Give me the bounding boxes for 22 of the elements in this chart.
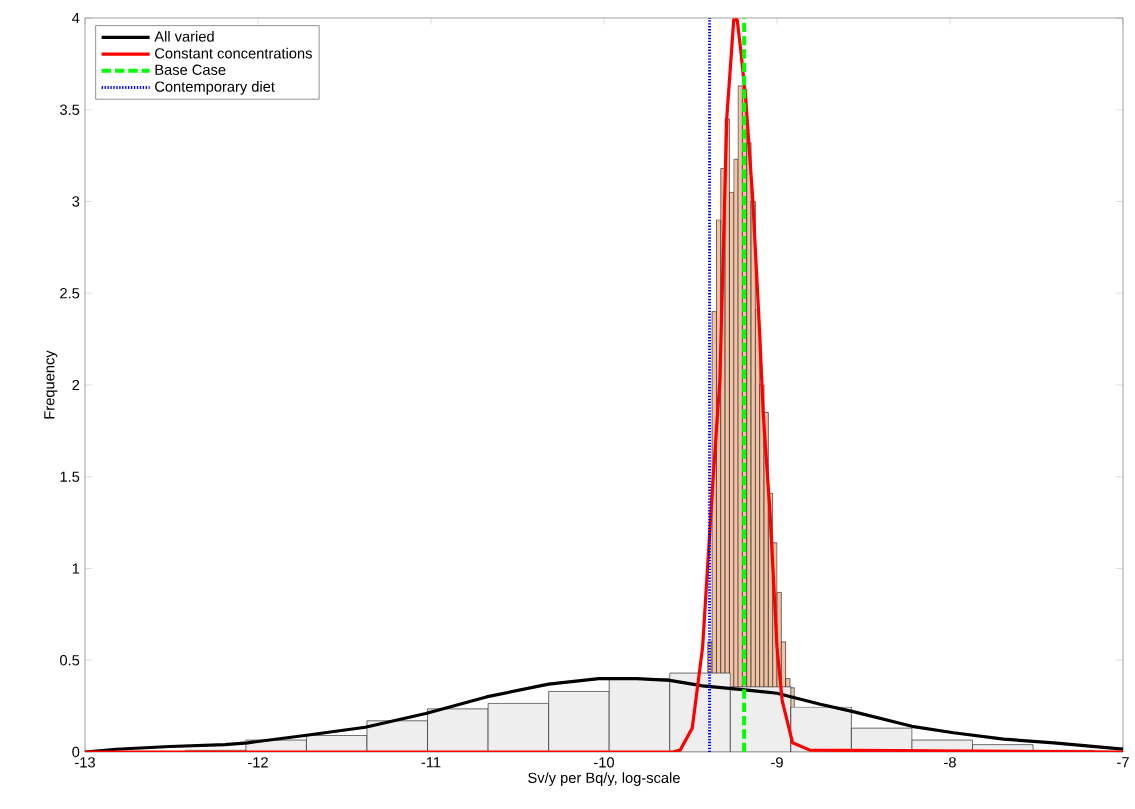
x-axis-title: Sv/y per Bq/y, log-scale	[528, 772, 680, 786]
legend-label: Base Case	[155, 64, 226, 75]
legend-label: Constant concentrations	[155, 47, 312, 59]
x-tick-label: -8	[944, 757, 956, 768]
x-tick-label: -7	[1117, 757, 1129, 768]
y-tick-label: 1.5	[60, 471, 80, 482]
x-tick-label: -9	[771, 757, 783, 768]
y-tick-label: 2	[72, 379, 80, 391]
x-tick-label: -13	[75, 757, 95, 768]
y-tick-label: 3	[72, 196, 80, 207]
x-tick-label: -10	[594, 757, 615, 768]
legend-label: All varied	[154, 30, 214, 42]
y-tick-label: 0	[72, 746, 80, 758]
x-tick-label: -12	[248, 757, 268, 768]
y-tick-label: 1	[72, 563, 80, 574]
y-tick-label: 0.5	[60, 655, 80, 666]
y-tick-label: 2.5	[60, 288, 80, 299]
y-tick-label: 3.5	[60, 104, 80, 115]
y-tick-label: 4	[72, 12, 80, 24]
y-axis-title: Frequency	[44, 350, 58, 419]
legend-label: Contemporary diet	[155, 81, 275, 95]
x-tick-label: -11	[421, 757, 441, 768]
